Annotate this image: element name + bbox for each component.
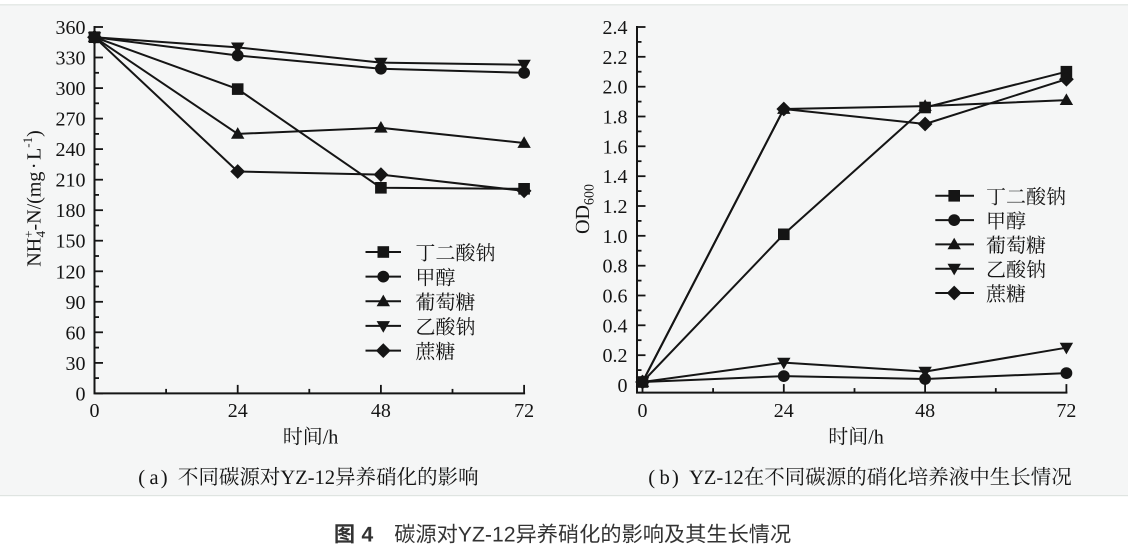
svg-text:360: 360 — [56, 17, 86, 39]
svg-text:72: 72 — [514, 400, 534, 422]
svg-text:0: 0 — [618, 375, 628, 397]
svg-text:1.0: 1.0 — [603, 226, 628, 248]
svg-text:60: 60 — [66, 322, 86, 344]
svg-text:2.4: 2.4 — [603, 17, 628, 39]
svg-text:0: 0 — [90, 400, 100, 422]
svg-text:150: 150 — [56, 231, 86, 253]
svg-text:120: 120 — [56, 261, 86, 283]
svg-text:24: 24 — [774, 400, 794, 422]
svg-text:240: 240 — [56, 139, 86, 161]
svg-text:0.8: 0.8 — [603, 256, 628, 278]
svg-text:30: 30 — [66, 353, 86, 375]
svg-text:1.2: 1.2 — [603, 196, 628, 218]
svg-text:0.6: 0.6 — [603, 286, 628, 308]
svg-text:0.4: 0.4 — [603, 315, 628, 337]
svg-text:72: 72 — [1056, 400, 1076, 422]
svg-text:300: 300 — [56, 78, 86, 100]
svg-text:24: 24 — [228, 400, 248, 422]
svg-text:90: 90 — [66, 292, 86, 314]
svg-text:1.6: 1.6 — [603, 136, 628, 158]
svg-text:210: 210 — [56, 170, 86, 192]
svg-text:0: 0 — [76, 383, 86, 405]
svg-text:48: 48 — [915, 400, 935, 422]
svg-text:2.2: 2.2 — [603, 47, 628, 69]
svg-text:0.2: 0.2 — [603, 345, 628, 367]
svg-text:180: 180 — [56, 200, 86, 222]
svg-text:1.4: 1.4 — [603, 166, 628, 188]
svg-text:48: 48 — [371, 400, 391, 422]
svg-text:270: 270 — [56, 109, 86, 131]
svg-text:2.0: 2.0 — [603, 77, 628, 99]
svg-text:330: 330 — [56, 48, 86, 70]
svg-text:0: 0 — [638, 400, 648, 422]
svg-text:1.8: 1.8 — [603, 107, 628, 129]
